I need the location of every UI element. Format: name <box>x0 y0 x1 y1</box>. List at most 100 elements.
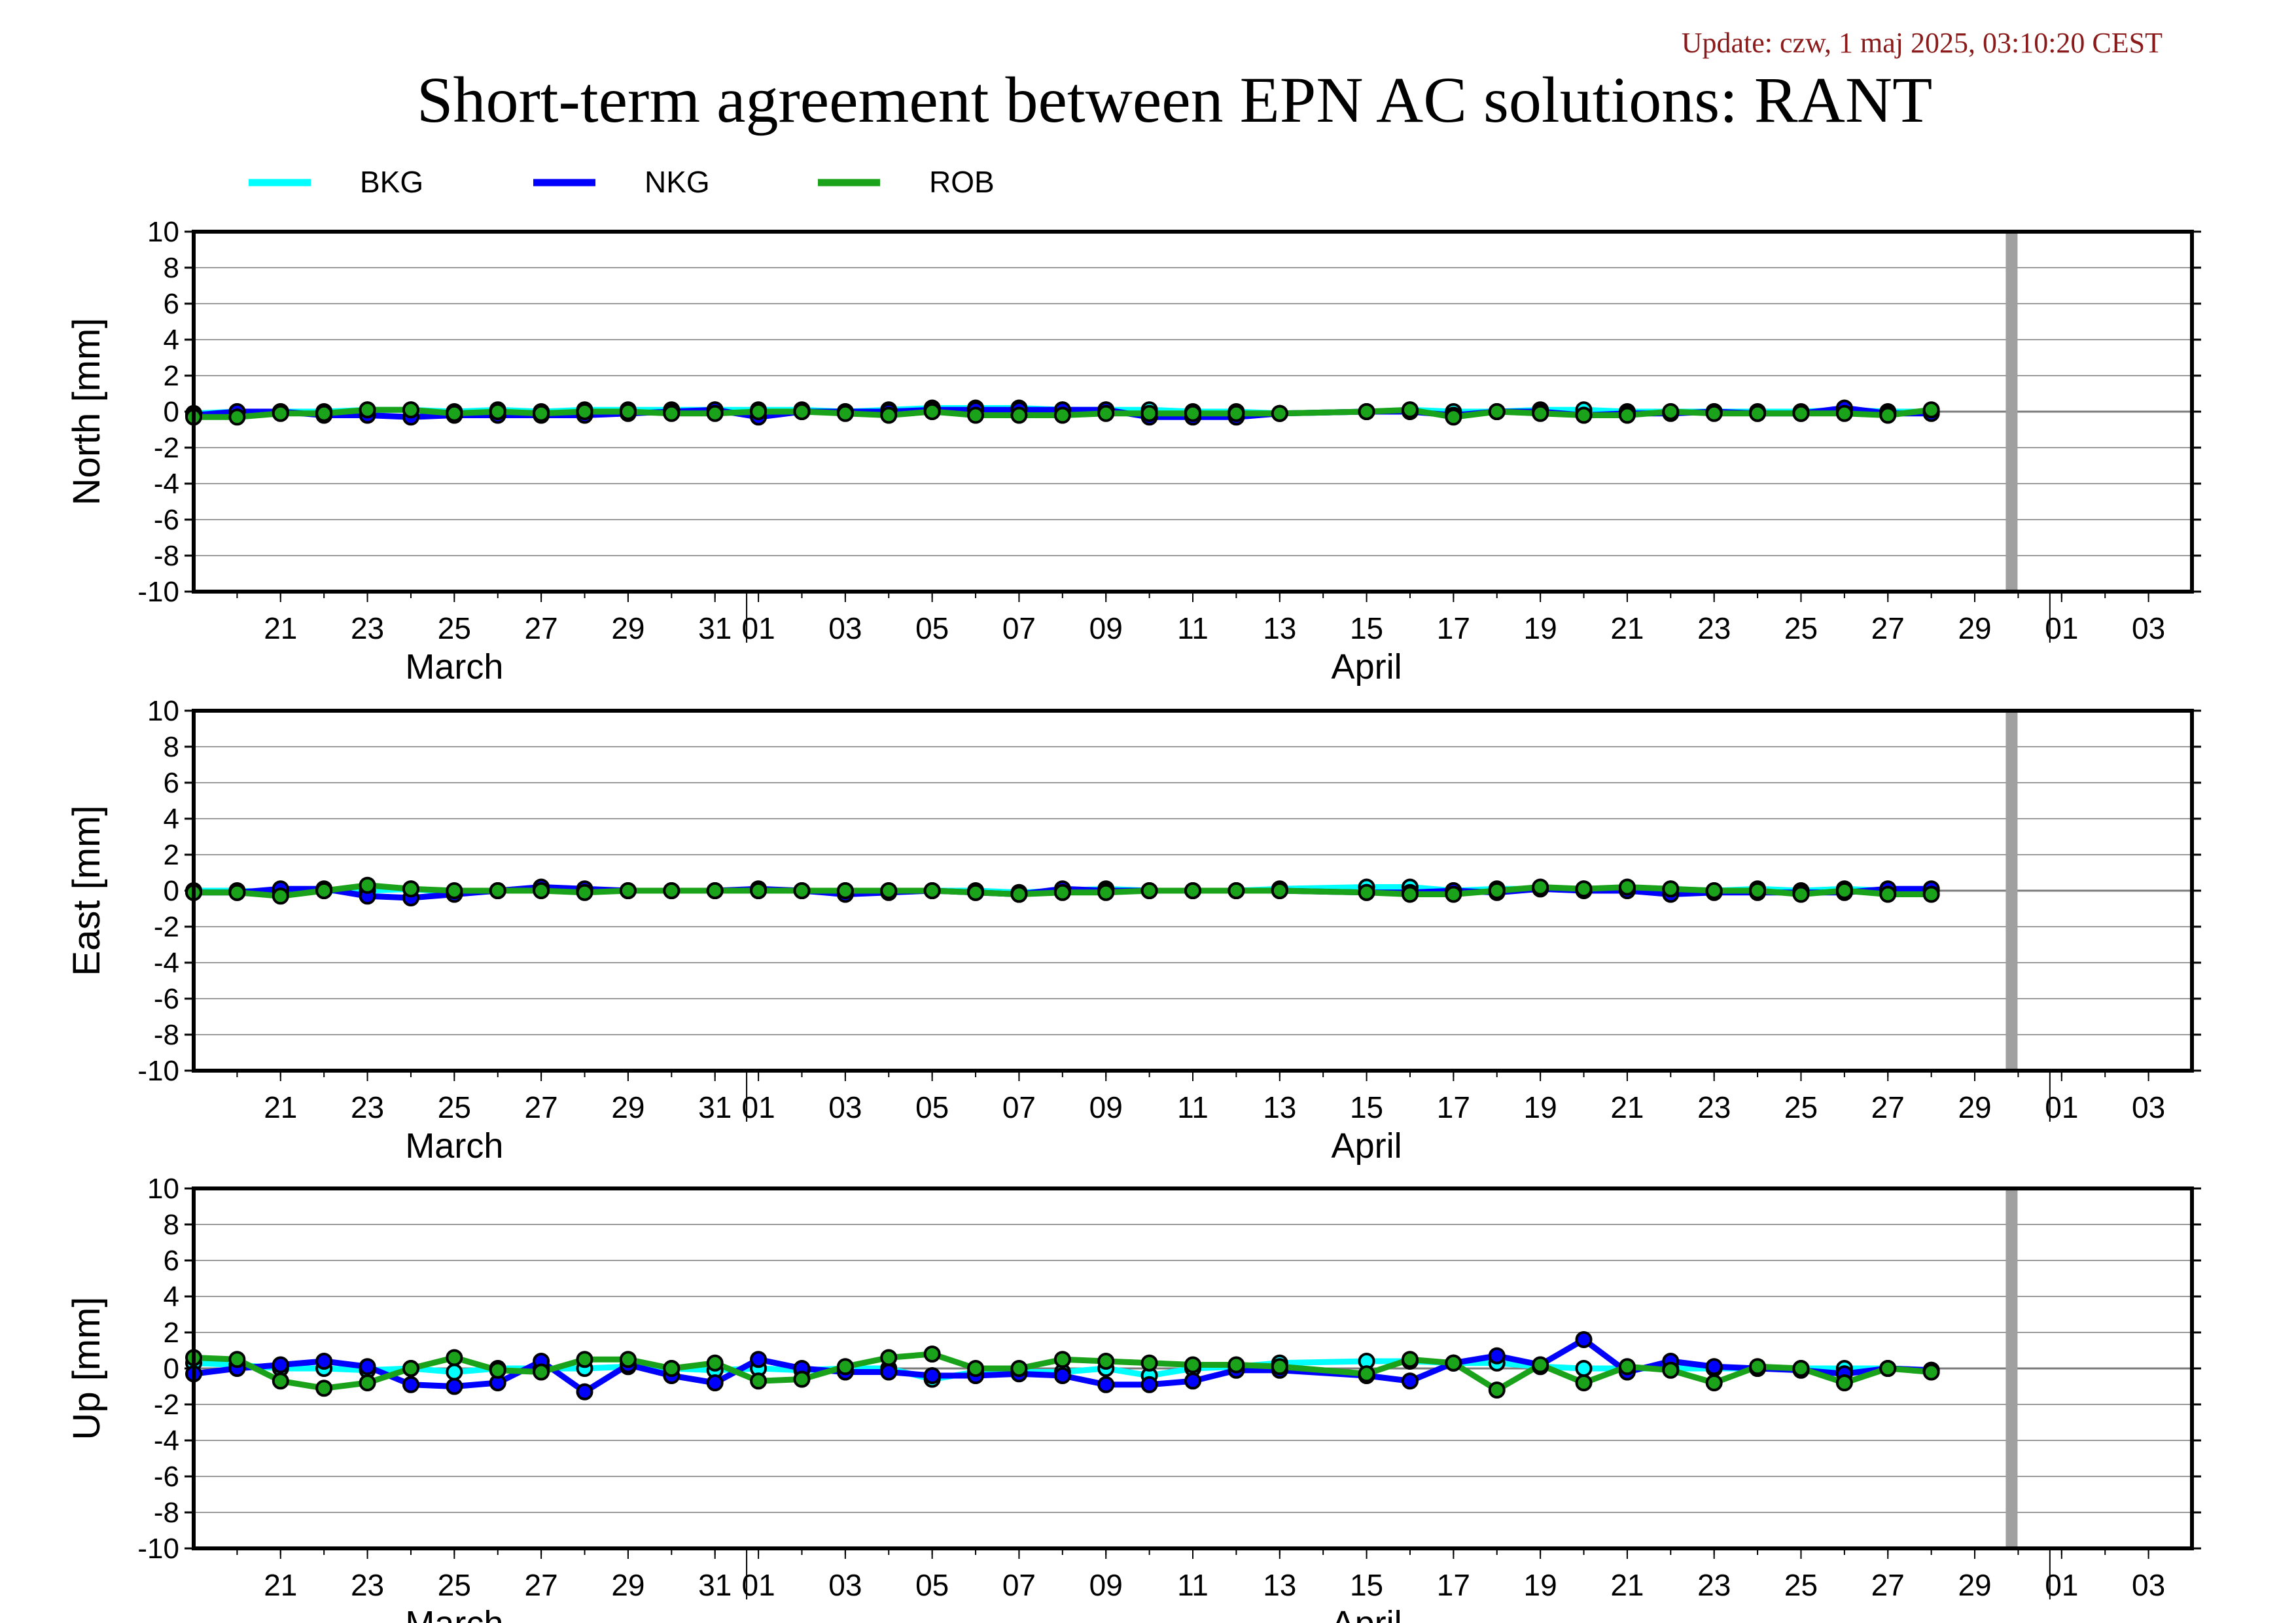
data-point-rob <box>1749 404 1767 422</box>
data-point-rob <box>1705 1374 1723 1391</box>
data-point-rob <box>272 1372 289 1390</box>
plot-frame <box>192 709 2194 1073</box>
data-point-rob <box>836 882 854 899</box>
data-point-rob <box>1488 403 1506 420</box>
data-point-rob <box>880 406 898 424</box>
y-tick-label: 2 <box>164 360 179 392</box>
x-tick-label: 25 <box>438 1568 471 1602</box>
x-tick-label: 21 <box>264 1090 297 1124</box>
y-tick-label: 4 <box>164 803 179 835</box>
data-point-rob <box>228 883 246 901</box>
data-point-nkg <box>576 1383 593 1400</box>
data-point-bkg <box>1575 1360 1593 1377</box>
x-tick-label: 13 <box>1263 1090 1296 1124</box>
x-tick-label: 29 <box>1958 1090 1991 1124</box>
data-point-rob <box>1358 883 1375 901</box>
data-point-rob <box>489 882 506 899</box>
data-point-rob <box>1053 1351 1071 1368</box>
data-point-rob <box>1575 1374 1593 1391</box>
data-point-rob <box>1662 1361 1680 1379</box>
data-point-rob <box>533 882 550 899</box>
y-tick-label: -8 <box>154 1019 179 1051</box>
x-tick-label: 09 <box>1089 1090 1123 1124</box>
x-tick-label: 09 <box>1089 1568 1123 1602</box>
month-label: March <box>405 1604 503 1623</box>
data-point-rob <box>880 1349 898 1366</box>
x-tick-label: 23 <box>1697 1568 1731 1602</box>
panel-east: 10 8 6 4 2 0 -2 -4 -6 -8 -10 East [mm] 21 23 25 27 29 31 0… <box>65 695 2201 1166</box>
data-point-rob <box>1618 878 1636 896</box>
data-point-rob <box>228 408 246 426</box>
y-tick-label: 8 <box>164 1209 179 1241</box>
x-tick-label: 03 <box>828 1568 862 1602</box>
x-tick-label: 29 <box>1958 1568 1991 1602</box>
x-tick-label: 11 <box>1177 1090 1209 1124</box>
y-axis-label: Up [mm] <box>65 1296 108 1440</box>
x-tick-label: 27 <box>1871 611 1905 645</box>
data-point-rob <box>750 403 768 420</box>
data-point-rob <box>1532 1356 1549 1374</box>
x-tick-label: 17 <box>1437 1568 1470 1602</box>
y-tick-label: 10 <box>147 1173 179 1205</box>
data-point-rob <box>315 882 333 899</box>
data-point-rob <box>576 403 593 420</box>
x-tick-label: 29 <box>1958 611 1991 645</box>
legend: BKG NKG ROB <box>249 165 995 199</box>
data-point-nkg <box>402 1376 419 1393</box>
x-tick-label: 29 <box>611 1090 645 1124</box>
data-point-rob <box>1358 403 1375 420</box>
data-point-rob <box>1184 404 1201 422</box>
data-point-rob <box>1879 406 1897 424</box>
data-point-rob <box>967 406 985 424</box>
x-tick-label: 15 <box>1350 1568 1383 1602</box>
data-point-rob <box>576 1351 593 1368</box>
data-point-rob <box>619 403 637 420</box>
legend-label-rob: ROB <box>929 165 995 199</box>
data-point-nkg <box>880 1363 898 1381</box>
y-tick-label: 6 <box>164 288 179 320</box>
month-label: April <box>1332 647 1402 687</box>
data-point-rob <box>533 404 550 422</box>
x-tick-label: 15 <box>1350 1090 1383 1124</box>
x-tick-label: 13 <box>1263 1568 1296 1602</box>
x-tick-label: 21 <box>264 1568 297 1602</box>
data-point-rob <box>489 1361 506 1379</box>
data-point-rob <box>1879 1360 1897 1377</box>
data-point-nkg <box>1401 1372 1419 1390</box>
x-tick-label: 11 <box>1177 1568 1209 1602</box>
data-point-nkg <box>750 1351 768 1368</box>
y-tick-label: -10 <box>137 1533 179 1565</box>
data-point-rob <box>1835 404 1853 422</box>
x-tick-label: 23 <box>1697 611 1731 645</box>
x-tick-label: 03 <box>2132 1090 2165 1124</box>
today-marker-bar <box>2005 711 2018 1071</box>
data-point-rob <box>619 1351 637 1368</box>
data-point-nkg <box>1184 1372 1201 1390</box>
x-tick-label: 25 <box>1784 1568 1818 1602</box>
today-marker-bar <box>2005 1188 2018 1548</box>
data-point-nkg <box>923 1367 941 1384</box>
data-point-rob <box>1575 406 1593 424</box>
y-tick-label: 4 <box>164 1281 179 1313</box>
x-tick-label: 05 <box>915 1090 949 1124</box>
x-tick-label: 31 <box>698 611 732 645</box>
legend-label-bkg: BKG <box>360 165 423 199</box>
x-tick-label: 09 <box>1089 611 1123 645</box>
x-tick-label: 27 <box>525 1090 558 1124</box>
data-point-rob <box>1184 882 1201 899</box>
data-point-nkg <box>1140 1376 1158 1393</box>
data-point-rob <box>836 404 854 422</box>
data-point-rob <box>402 1360 419 1377</box>
data-point-rob <box>1445 885 1462 903</box>
x-tick-label: 21 <box>1610 611 1644 645</box>
data-point-rob <box>489 403 506 420</box>
data-point-bkg <box>446 1363 463 1381</box>
x-tick-label: 03 <box>828 611 862 645</box>
x-tick-label: 27 <box>1871 1568 1905 1602</box>
x-tick-label: 23 <box>351 611 384 645</box>
panel-north: 10 8 6 4 2 0 -2 -4 -6 -8 -10 North [mm] 21 23 25 27 29 31… <box>65 216 2201 687</box>
y-tick-label: -4 <box>154 947 179 979</box>
y-tick-label: 6 <box>164 1245 179 1277</box>
y-tick-label: -4 <box>154 1425 179 1457</box>
